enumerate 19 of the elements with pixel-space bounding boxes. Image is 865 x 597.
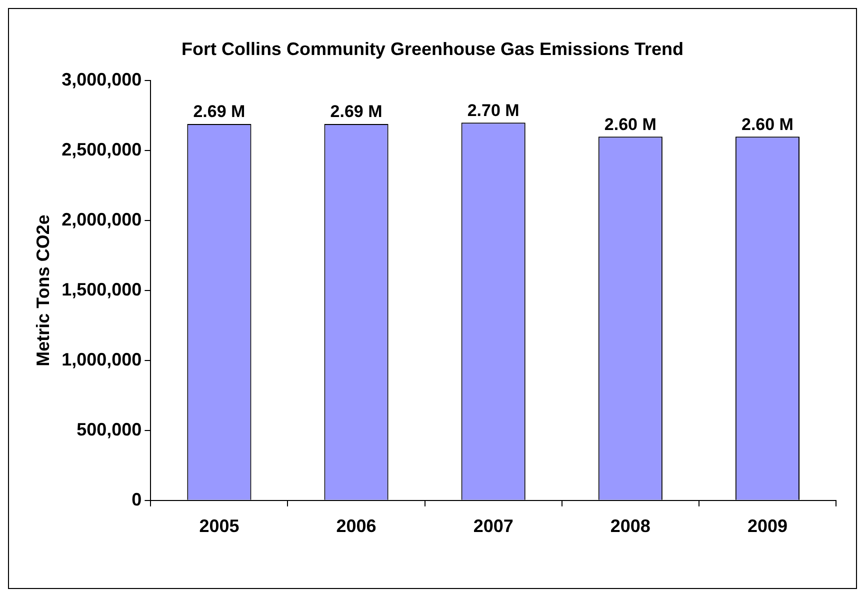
data-label: 2.60 M [741,114,794,134]
y-tick-label: 1,000,000 [62,349,142,370]
data-label: 2.69 M [330,102,382,122]
y-tick-label: 500,000 [76,419,142,440]
data-label: 2.70 M [467,100,520,120]
y-tick-label: 0 [132,489,142,510]
y-tick-label: 2,500,000 [62,140,142,160]
data-label: 2.60 M [604,114,656,134]
y-tick-label: 2,000,000 [62,210,142,230]
chart-title: Fort Collins Community Greenhouse Gas Emissions Trend [181,38,684,59]
x-tick-label: 2007 [473,516,514,536]
x-tick-label: 2009 [747,516,788,536]
y-tick-label: 3,000,000 [62,70,142,90]
data-label: 2.69 M [193,102,246,122]
y-axis-title: Metric Tons CO2e [32,214,53,366]
x-tick-label: 2005 [199,516,240,536]
y-tick-label: 1,500,000 [62,279,142,300]
x-tick-label: 2008 [610,516,650,536]
x-tick-label: 2006 [336,516,376,536]
